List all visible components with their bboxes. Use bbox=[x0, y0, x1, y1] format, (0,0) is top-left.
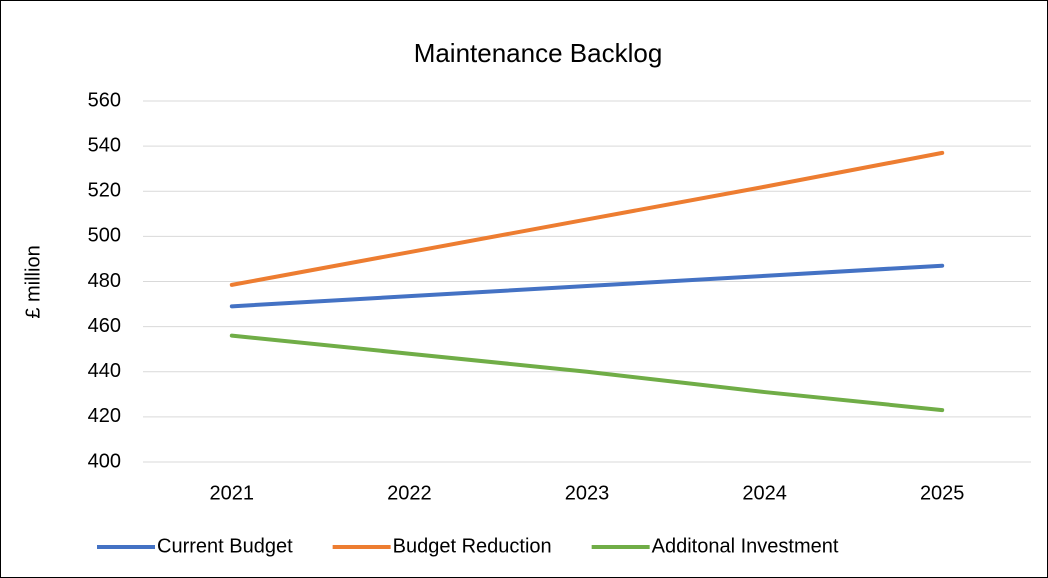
x-tick-label: 2024 bbox=[742, 482, 787, 504]
legend-label: Current Budget bbox=[157, 535, 293, 557]
legend-label: Additonal Investment bbox=[652, 535, 839, 557]
y-tick-label: 440 bbox=[88, 360, 121, 382]
series-line bbox=[229, 150, 945, 287]
legend-label: Budget Reduction bbox=[393, 535, 552, 557]
y-axis-label: £ million bbox=[22, 245, 44, 318]
y-tick-label: 480 bbox=[88, 270, 121, 292]
y-tick-label: 420 bbox=[88, 405, 121, 427]
series-line bbox=[229, 263, 945, 309]
x-tick-label: 2025 bbox=[920, 482, 965, 504]
chart-title: Maintenance Backlog bbox=[414, 38, 663, 68]
x-tick-label: 2023 bbox=[565, 482, 610, 504]
x-tick-label: 2022 bbox=[387, 482, 432, 504]
y-tick-label: 400 bbox=[88, 450, 121, 472]
y-tick-label: 540 bbox=[88, 134, 121, 156]
y-tick-label: 460 bbox=[88, 315, 121, 337]
x-tick-label: 2021 bbox=[210, 482, 255, 504]
series-line bbox=[229, 333, 945, 413]
y-tick-label: 560 bbox=[88, 89, 121, 111]
y-tick-label: 500 bbox=[88, 225, 121, 247]
y-tick-label: 520 bbox=[88, 180, 121, 202]
